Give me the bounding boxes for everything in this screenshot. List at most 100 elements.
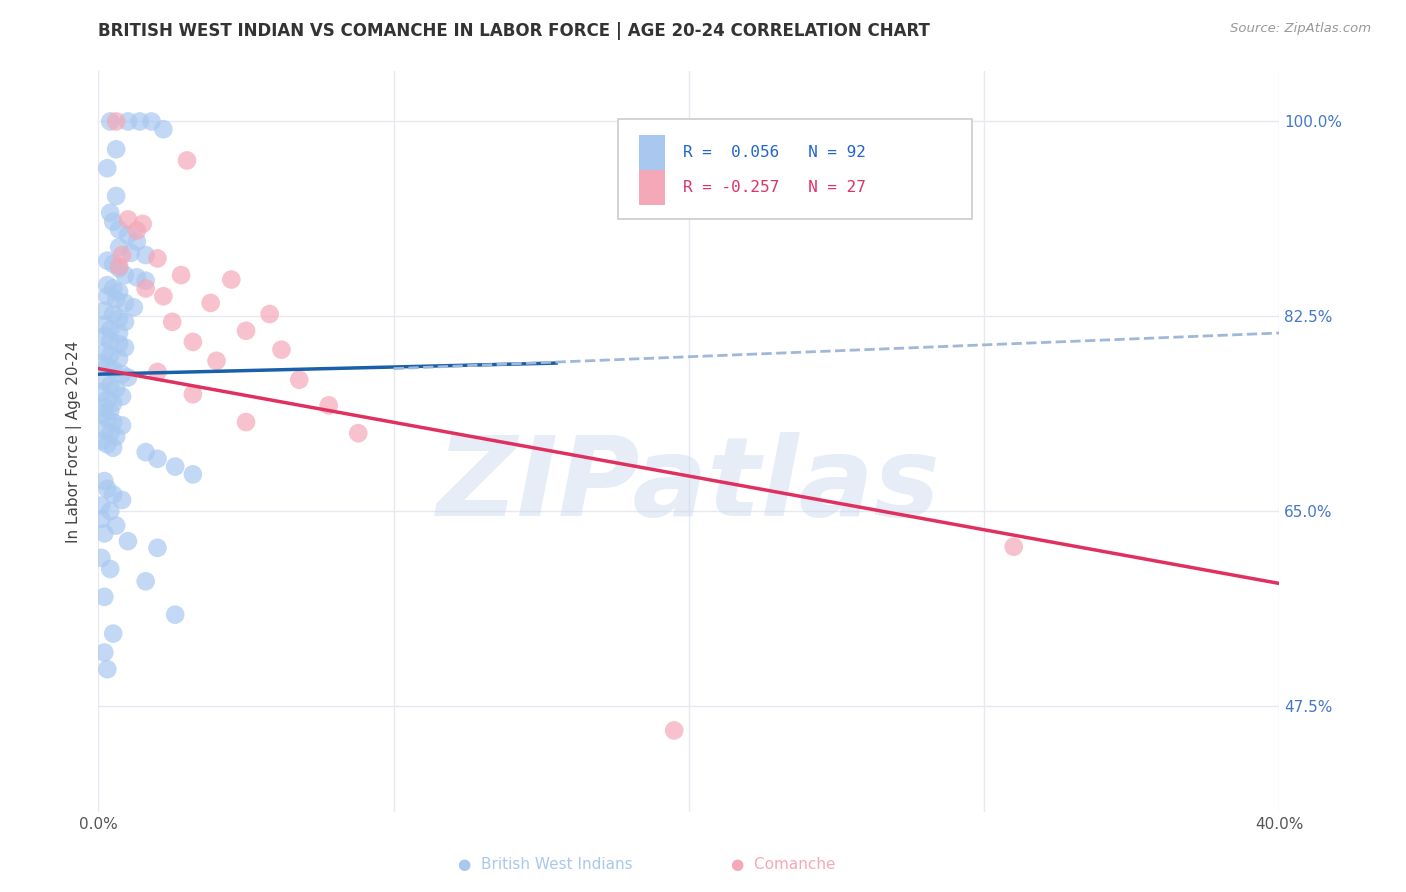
Point xyxy=(93,329,115,343)
Point xyxy=(235,324,257,338)
Text: ZIPatlas: ZIPatlas xyxy=(437,433,941,540)
Text: ●  Comanche: ● Comanche xyxy=(731,857,835,872)
Point xyxy=(103,487,125,501)
FancyBboxPatch shape xyxy=(619,120,973,219)
Point xyxy=(111,367,134,381)
Point xyxy=(135,281,157,295)
Point xyxy=(146,365,169,379)
Point xyxy=(105,382,128,396)
Point xyxy=(664,723,686,738)
Point xyxy=(108,259,131,273)
Point xyxy=(90,512,112,526)
FancyBboxPatch shape xyxy=(640,135,665,170)
Point xyxy=(135,274,157,288)
Point xyxy=(103,626,125,640)
Point xyxy=(105,429,128,443)
Point xyxy=(98,323,121,337)
Point xyxy=(103,441,125,455)
Point xyxy=(117,370,139,384)
Point xyxy=(108,261,131,276)
Point xyxy=(152,289,174,303)
Text: ●  British West Indians: ● British West Indians xyxy=(458,857,633,872)
Point xyxy=(98,404,121,418)
Point xyxy=(235,415,257,429)
Point xyxy=(146,541,169,555)
Point xyxy=(103,281,125,295)
Point xyxy=(1002,540,1025,554)
Point xyxy=(108,337,131,351)
Point xyxy=(105,114,128,128)
Point xyxy=(125,270,148,285)
Point xyxy=(108,240,131,254)
Point xyxy=(170,268,193,282)
Point xyxy=(98,348,121,362)
Point xyxy=(96,411,118,425)
Point xyxy=(98,114,121,128)
Point xyxy=(93,474,115,488)
Point xyxy=(165,459,187,474)
Text: BRITISH WEST INDIAN VS COMANCHE IN LABOR FORCE | AGE 20-24 CORRELATION CHART: BRITISH WEST INDIAN VS COMANCHE IN LABOR… xyxy=(98,22,931,40)
Text: R = -0.257   N = 27: R = -0.257 N = 27 xyxy=(683,180,866,195)
Point xyxy=(108,326,131,340)
Point xyxy=(111,418,134,433)
Point xyxy=(93,318,115,333)
Point xyxy=(318,398,340,412)
Point xyxy=(108,351,131,366)
Point xyxy=(125,223,148,237)
Point xyxy=(98,504,121,518)
Point xyxy=(93,401,115,415)
Point xyxy=(105,189,128,203)
Point xyxy=(108,311,131,326)
Point xyxy=(117,114,139,128)
Point xyxy=(96,662,118,676)
Point xyxy=(96,437,118,451)
Point xyxy=(96,482,118,496)
Point xyxy=(111,389,134,403)
Point xyxy=(135,574,157,589)
Point xyxy=(93,590,115,604)
Point xyxy=(98,378,121,392)
Point xyxy=(96,253,118,268)
Point xyxy=(181,387,204,401)
Point xyxy=(181,334,204,349)
Point xyxy=(111,248,134,262)
Point xyxy=(96,161,118,176)
Point xyxy=(162,315,183,329)
Point xyxy=(165,607,187,622)
Point xyxy=(103,362,125,376)
Point xyxy=(98,206,121,220)
Point xyxy=(120,245,142,260)
Text: Source: ZipAtlas.com: Source: ZipAtlas.com xyxy=(1230,22,1371,36)
Point xyxy=(90,550,112,565)
Point xyxy=(117,212,139,227)
Point xyxy=(114,296,136,310)
Point xyxy=(90,384,112,399)
FancyBboxPatch shape xyxy=(640,169,665,205)
Point xyxy=(108,222,131,236)
Point xyxy=(98,334,121,348)
Point xyxy=(96,278,118,293)
Point xyxy=(98,562,121,576)
Point xyxy=(93,345,115,359)
Point xyxy=(90,356,112,370)
Point xyxy=(114,341,136,355)
Point xyxy=(122,301,145,315)
Point xyxy=(200,296,222,310)
Point xyxy=(93,646,115,660)
Point xyxy=(105,518,128,533)
Point xyxy=(125,235,148,249)
Point xyxy=(93,526,115,541)
Point xyxy=(103,307,125,321)
Point xyxy=(93,303,115,318)
Point xyxy=(114,268,136,282)
Point xyxy=(288,373,311,387)
Point xyxy=(90,499,112,513)
Point xyxy=(93,374,115,388)
Point xyxy=(117,534,139,549)
Point xyxy=(205,354,228,368)
Text: R =  0.056   N = 92: R = 0.056 N = 92 xyxy=(683,145,866,161)
Point xyxy=(117,227,139,242)
Point xyxy=(96,392,118,407)
Point xyxy=(146,451,169,466)
Point xyxy=(114,315,136,329)
